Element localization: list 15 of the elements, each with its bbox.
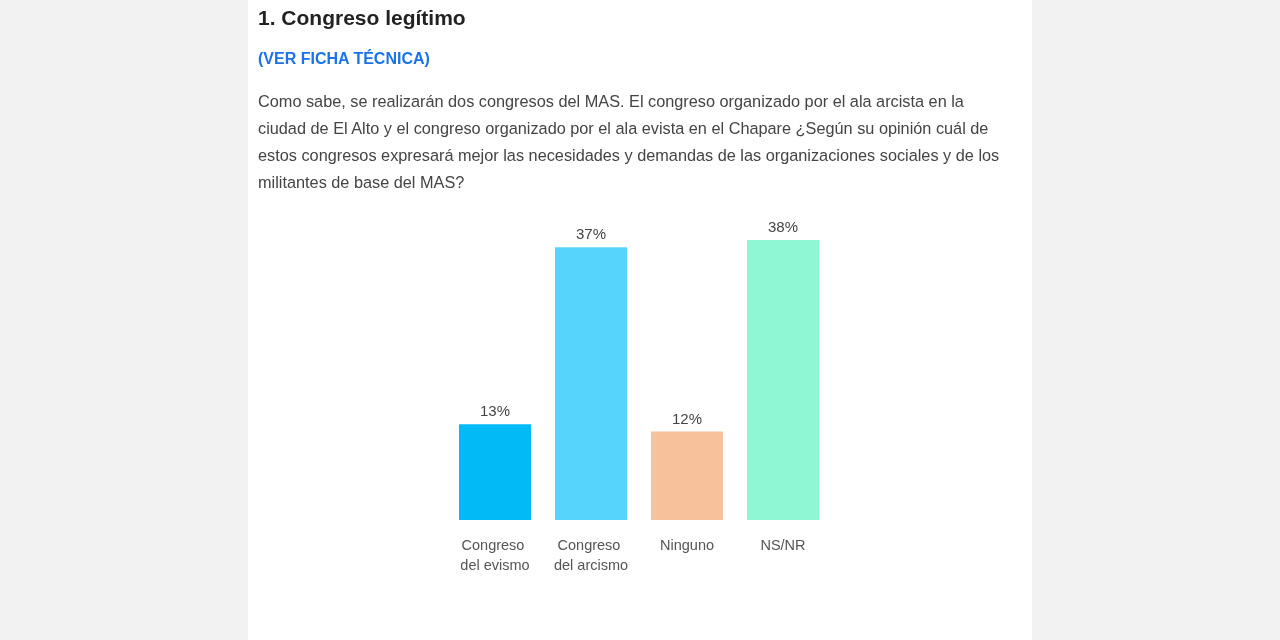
x-tick-label: Congreso del evismo — [460, 537, 530, 573]
chart-title: 1. Congreso legítimo — [258, 6, 466, 30]
bar — [651, 431, 723, 520]
x-tick-label: Ninguno — [659, 537, 715, 553]
bar — [747, 240, 819, 520]
chart-subtitle: (VER FICHA TÉCNICA) — [258, 50, 430, 68]
data-label: 37% — [575, 225, 607, 243]
x-tick-label: NS/NR — [760, 537, 806, 553]
text: Como sabe, se realizarán dos congresos del MAS. El congreso organizado por el ala arcista en la ciudad de El Alto y el congreso organizado por el ala evista en el Chapare ¿Según su opinión cuál de estos congresos expresará mejor las necesidades y demandas de las organizaciones sociales y de los militantes de base del MAS? — [258, 91, 1001, 193]
data-label: 13% — [479, 402, 511, 420]
data-label: 12% — [671, 409, 703, 427]
data-label: 38% — [767, 218, 799, 235]
bar — [459, 424, 531, 520]
x-tick-label: Congreso del arcismo — [553, 537, 629, 573]
bar — [555, 247, 627, 520]
